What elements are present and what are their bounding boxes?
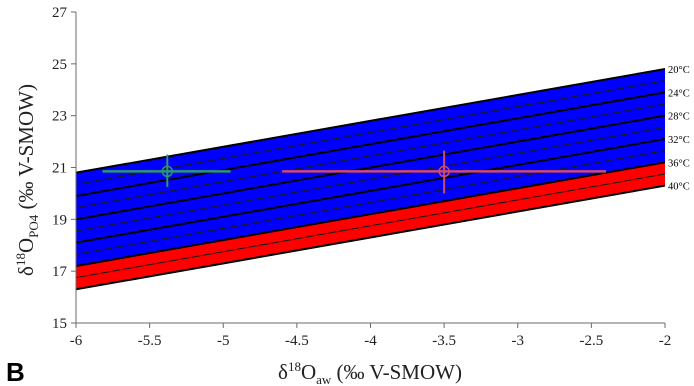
y-axis-title: δ18OPO4 (‰ V-SMOW) bbox=[13, 84, 41, 276]
x-tick-label-8: -2 bbox=[659, 333, 672, 349]
y-tick-label-4: 23 bbox=[52, 109, 67, 125]
isotherm-label-3: 32°C bbox=[668, 135, 690, 146]
x-tick-label-5: -3.5 bbox=[432, 333, 456, 349]
x-tick-label-7: -2.5 bbox=[580, 333, 604, 349]
isotherm-label-0: 20°C bbox=[668, 65, 690, 76]
x-tick-label-6: -3 bbox=[512, 333, 525, 349]
y-tick-label-6: 27 bbox=[52, 5, 68, 21]
x-tick-label-4: -4 bbox=[364, 333, 377, 349]
y-tick-labels: 15 17 19 21 23 25 27 bbox=[52, 5, 68, 332]
panel-label: B bbox=[6, 357, 25, 386]
x-tick-label-0: -6 bbox=[70, 333, 83, 349]
y-tick-label-5: 25 bbox=[52, 57, 67, 73]
isotherm-label-1: 24°C bbox=[668, 88, 690, 99]
y-tick-label-3: 21 bbox=[52, 161, 67, 177]
x-tick-label-1: -5.5 bbox=[138, 333, 162, 349]
y-tick-label-2: 19 bbox=[52, 212, 67, 228]
isotherm-label-4: 36°C bbox=[668, 158, 690, 169]
x-tick-label-3: -4.5 bbox=[285, 333, 309, 349]
isotherm-label-5: 40°C bbox=[668, 182, 690, 193]
y-tick-label-1: 17 bbox=[52, 264, 68, 280]
x-tick-labels: -6 -5.5 -5 -4.5 -4 -3.5 -3 -2.5 -2 bbox=[70, 333, 672, 349]
isotherm-label-2: 28°C bbox=[668, 112, 690, 123]
x-tick-label-2: -5 bbox=[217, 333, 230, 349]
x-axis-title: δ18Oaw (‰ V-SMOW) bbox=[278, 359, 462, 386]
y-tick-label-0: 15 bbox=[52, 316, 67, 332]
isotherm-labels: 20°C 24°C 28°C 32°C 36°C 40°C bbox=[666, 63, 694, 193]
